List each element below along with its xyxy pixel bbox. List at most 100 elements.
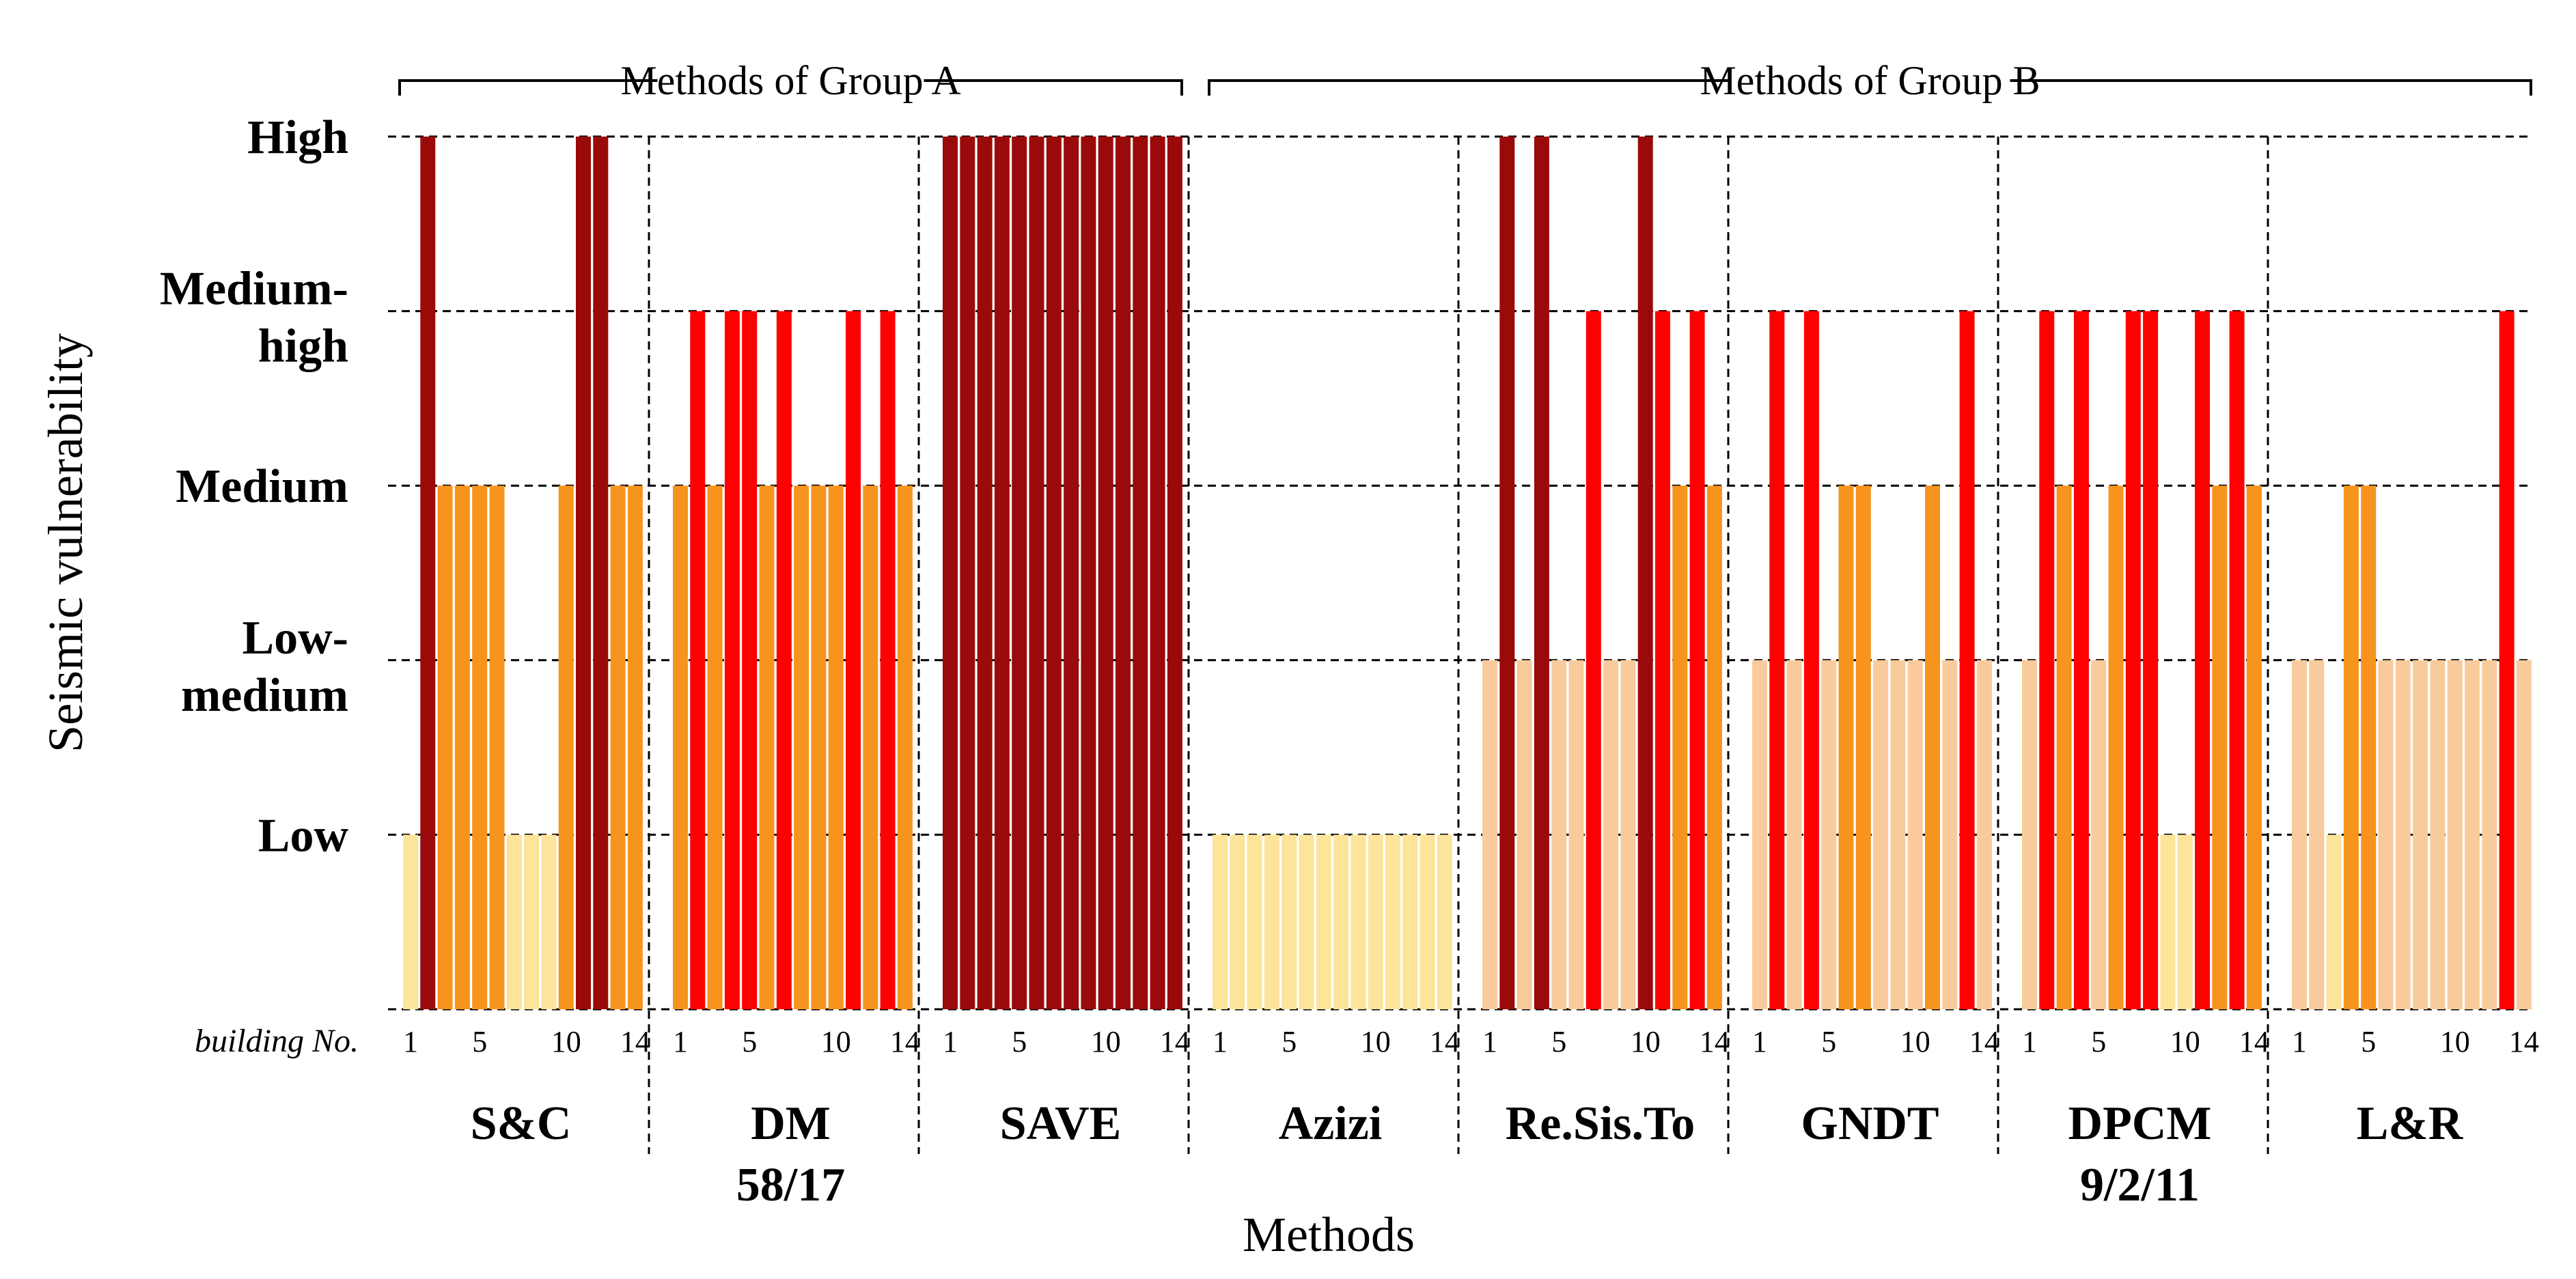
- bar-2-8: [794, 486, 809, 1009]
- bar-7-11: [2195, 311, 2210, 1010]
- bar-5-2: [1499, 137, 1515, 1009]
- bar-1-4: [454, 486, 470, 1009]
- bar-4-7: [1316, 834, 1331, 1009]
- y-level-label: Low-medium: [181, 612, 348, 722]
- bar-8-4: [2343, 486, 2359, 1009]
- bar-1-11: [576, 137, 591, 1009]
- bar-8-1: [2292, 660, 2307, 1009]
- bar-5-13: [1689, 311, 1705, 1010]
- bar-4-13: [1419, 834, 1435, 1009]
- method-label: DM 58/17: [736, 1097, 845, 1211]
- bar-4-8: [1333, 834, 1349, 1009]
- x-tick-label: 1: [403, 1025, 418, 1058]
- bar-7-10: [2177, 834, 2193, 1009]
- bar-3-9: [1081, 137, 1096, 1009]
- method-label: S&C: [471, 1097, 572, 1150]
- bar-6-11: [1925, 486, 1940, 1009]
- x-tick-label: 14: [1430, 1025, 1460, 1058]
- bar-5-6: [1568, 660, 1584, 1009]
- bar-2-6: [759, 486, 775, 1009]
- bar-3-7: [1046, 137, 1062, 1009]
- building-number-label: building No.: [195, 1023, 359, 1059]
- bar-1-13: [610, 486, 626, 1009]
- x-tick-label: 10: [2440, 1025, 2470, 1058]
- bar-3-14: [1167, 137, 1182, 1009]
- bar-6-2: [1769, 311, 1785, 1010]
- bar-4-6: [1299, 834, 1314, 1009]
- method-label: GNDT: [1801, 1097, 1939, 1150]
- bar-7-6: [2108, 486, 2124, 1009]
- bars: [403, 137, 2532, 1010]
- x-tick-label: 14: [1969, 1025, 1999, 1058]
- bar-6-7: [1855, 486, 1871, 1009]
- bar-3-2: [960, 137, 975, 1009]
- x-tick-label: 5: [2361, 1025, 2376, 1058]
- bar-2-5: [742, 311, 758, 1010]
- y-level-label: Medium: [176, 460, 348, 513]
- bar-4-10: [1368, 834, 1383, 1009]
- bar-4-12: [1402, 834, 1418, 1009]
- bar-5-8: [1603, 660, 1619, 1009]
- bar-3-12: [1133, 137, 1148, 1009]
- bar-2-3: [707, 486, 723, 1009]
- bar-2-14: [897, 486, 913, 1009]
- bar-8-13: [2499, 311, 2515, 1010]
- method-separators: [648, 137, 2269, 1154]
- bar-2-9: [811, 486, 827, 1009]
- x-tick-label: 5: [1282, 1025, 1297, 1058]
- x-tick-label: 5: [1551, 1025, 1566, 1058]
- method-label: DPCM 9/2/11: [2068, 1097, 2212, 1211]
- x-tick-label: 14: [2239, 1025, 2269, 1058]
- y-axis-title: Seismic vulnerability: [38, 333, 93, 753]
- bar-2-13: [880, 311, 896, 1010]
- y-level-label: Low: [258, 809, 349, 862]
- bar-1-3: [437, 486, 453, 1009]
- x-tick-label: 14: [1700, 1025, 1730, 1058]
- x-tick-label: 14: [1160, 1025, 1190, 1058]
- group-label: Methods of Group B: [1700, 58, 2040, 103]
- bar-5-5: [1551, 660, 1567, 1009]
- bar-3-5: [1012, 137, 1027, 1009]
- bar-1-12: [593, 137, 609, 1009]
- x-tick-label: 5: [2091, 1025, 2106, 1058]
- bar-7-12: [2212, 486, 2228, 1009]
- bar-1-5: [472, 486, 488, 1009]
- bar-5-3: [1516, 660, 1532, 1009]
- bar-2-7: [776, 311, 792, 1010]
- bar-6-13: [1959, 311, 1975, 1010]
- bar-8-2: [2309, 660, 2325, 1009]
- bar-6-10: [1907, 660, 1923, 1009]
- x-tick-label: 10: [551, 1025, 581, 1058]
- x-tick-label: 10: [1900, 1025, 1930, 1058]
- bar-1-6: [489, 486, 505, 1009]
- bar-4-2: [1230, 834, 1245, 1009]
- bar-6-9: [1890, 660, 1906, 1009]
- method-label: Re.Sis.To: [1506, 1097, 1695, 1150]
- bar-3-3: [977, 137, 993, 1009]
- bar-5-14: [1706, 486, 1722, 1009]
- x-tick-label: 10: [1631, 1025, 1661, 1058]
- bar-8-10: [2447, 660, 2463, 1009]
- group-label: Methods of Group A: [620, 58, 960, 103]
- bar-6-8: [1873, 660, 1889, 1009]
- bar-8-14: [2516, 660, 2532, 1009]
- bar-7-8: [2143, 311, 2159, 1010]
- bar-4-9: [1351, 834, 1366, 1009]
- bar-7-3: [2056, 486, 2072, 1009]
- x-tick-label: 1: [2022, 1025, 2037, 1058]
- bar-7-7: [2125, 311, 2141, 1010]
- bar-1-1: [403, 834, 418, 1009]
- bar-6-6: [1838, 486, 1854, 1009]
- x-tick-label: 5: [472, 1025, 487, 1058]
- bar-1-14: [627, 486, 643, 1009]
- y-level-label: High: [247, 111, 348, 164]
- bar-1-7: [506, 834, 522, 1009]
- method-label: SAVE: [1000, 1097, 1122, 1150]
- bar-8-9: [2430, 660, 2446, 1009]
- bar-2-2: [690, 311, 706, 1010]
- x-tick-label: 14: [620, 1025, 650, 1058]
- x-tick-label: 10: [1091, 1025, 1121, 1058]
- y-level-label: Medium-high: [160, 263, 348, 373]
- x-tick-label: 14: [890, 1025, 920, 1058]
- x-tick-label: 1: [673, 1025, 688, 1058]
